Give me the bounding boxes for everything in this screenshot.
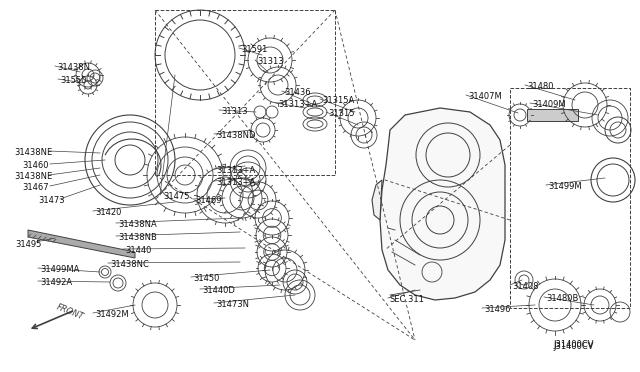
Text: 31492M: 31492M: [95, 310, 129, 319]
Text: SEC.311: SEC.311: [390, 295, 425, 304]
Text: 31550: 31550: [60, 76, 86, 85]
Polygon shape: [527, 109, 578, 121]
Text: 31438NB: 31438NB: [118, 233, 157, 242]
Text: 31313+A: 31313+A: [216, 178, 255, 187]
Text: 31499MA: 31499MA: [40, 265, 79, 274]
Text: 31438NE: 31438NE: [14, 172, 52, 181]
Text: 31492A: 31492A: [40, 278, 72, 287]
Text: 31460: 31460: [22, 161, 49, 170]
Text: 31473: 31473: [38, 196, 65, 205]
Text: 31438ND: 31438ND: [216, 131, 255, 140]
Text: 31467: 31467: [22, 183, 49, 192]
Text: 31315A: 31315A: [322, 96, 355, 105]
Text: 31469: 31469: [195, 196, 221, 205]
Text: 31591: 31591: [241, 45, 268, 54]
Text: 31475: 31475: [163, 192, 189, 201]
Polygon shape: [372, 180, 382, 220]
Text: 31480: 31480: [527, 82, 554, 91]
Text: 31438NE: 31438NE: [14, 148, 52, 157]
Text: 31313+A: 31313+A: [278, 100, 317, 109]
Text: FRONT: FRONT: [55, 303, 85, 322]
Bar: [155, 10, 335, 175]
Text: 31409M: 31409M: [532, 100, 566, 109]
Polygon shape: [380, 108, 505, 300]
Text: 31313+A: 31313+A: [216, 166, 255, 175]
Text: J31400CV: J31400CV: [553, 342, 593, 351]
Text: 31313: 31313: [221, 107, 248, 116]
Text: 31407M: 31407M: [468, 92, 502, 101]
Text: 31436: 31436: [284, 88, 310, 97]
Text: 31499M: 31499M: [548, 182, 582, 191]
Bar: [510, 88, 630, 308]
Text: 31480B: 31480B: [546, 294, 579, 303]
Circle shape: [155, 10, 245, 100]
Text: J31400CV: J31400CV: [553, 340, 593, 349]
Text: 31420: 31420: [95, 208, 122, 217]
Text: 31313: 31313: [257, 57, 284, 66]
Text: 31315: 31315: [328, 109, 355, 118]
Text: 31438NC: 31438NC: [110, 260, 149, 269]
Text: 31408: 31408: [512, 282, 538, 291]
Text: 31496: 31496: [484, 305, 511, 314]
Text: 31450: 31450: [193, 274, 220, 283]
Text: 31438NA: 31438NA: [118, 220, 157, 229]
Text: 31440D: 31440D: [202, 286, 235, 295]
Text: 31473N: 31473N: [216, 300, 249, 309]
Polygon shape: [28, 230, 135, 258]
Text: 31438N: 31438N: [57, 63, 90, 72]
Text: 31440: 31440: [125, 246, 152, 255]
Text: 31495: 31495: [15, 240, 42, 249]
